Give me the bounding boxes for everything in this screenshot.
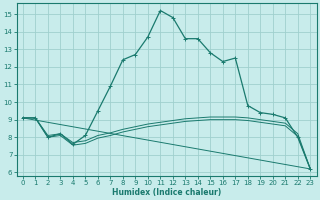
X-axis label: Humidex (Indice chaleur): Humidex (Indice chaleur) bbox=[112, 188, 221, 197]
